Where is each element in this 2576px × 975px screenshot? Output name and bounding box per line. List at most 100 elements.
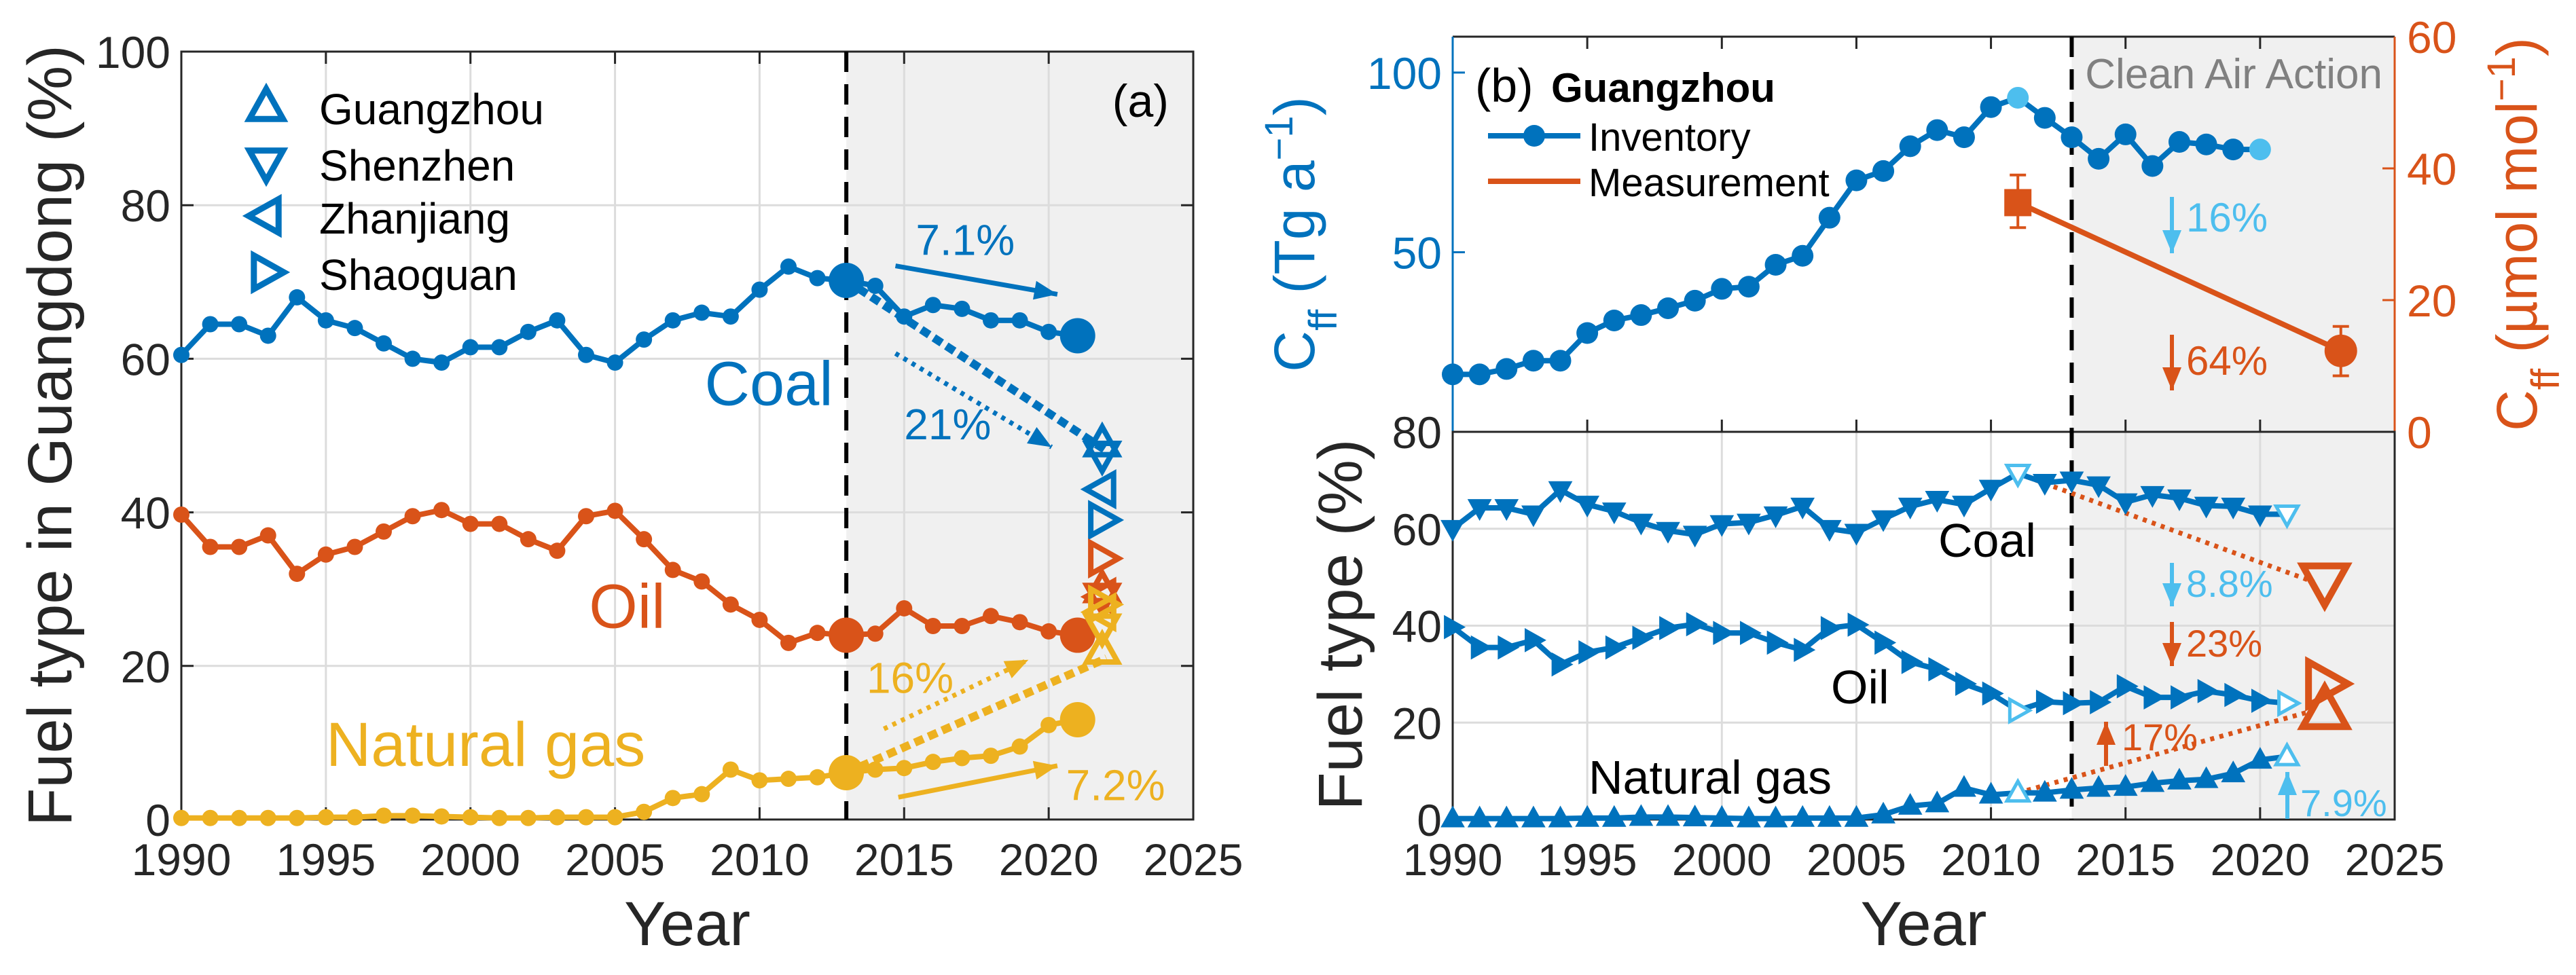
data-point-coal [376,335,392,352]
city-marker-shaoguan-coal [1088,500,1125,540]
fuel-marker-triangle-down [2032,474,2057,496]
data-point-oil [376,523,392,540]
fuel-marker-triangle-right [1551,652,1574,677]
data-point-oil [1059,617,1095,653]
x-tick-label: 1995 [1538,834,1637,885]
data-point-oil [751,611,768,628]
data-point-coal [289,289,306,306]
data-point-coal [259,327,276,344]
fuel-marker-triangle-up [1763,805,1788,828]
fuel-marker-triangle-down [1898,498,1923,519]
data-point-gas [404,807,421,824]
inventory-point [1495,358,1518,380]
y-axis-label-left: Cff (Tg a−1) [1257,96,1345,371]
fuel-marker-triangle-down [2140,485,2165,508]
inventory-point [2141,155,2164,177]
data-point-coal [809,270,826,287]
fuel-marker-triangle-up [1898,792,1923,815]
city-marker-shaoguan-oil [1088,538,1125,579]
gas-projection-line [844,654,1108,777]
panel-title: Guangzhou [1551,65,1775,111]
data-point-gas [346,809,363,826]
data-point-coal [924,297,941,314]
annotation-label: 64% [2186,338,2268,384]
measurement-point-circle [2324,334,2357,367]
fuel-marker-triangle-down [2086,476,2111,498]
inventory-point [1980,96,2002,118]
x-tick-label: 1990 [132,834,232,885]
fuel-marker-triangle-up [1871,801,1895,824]
fuel-marker-triangle-up [1494,805,1519,828]
data-point-gas [578,809,594,826]
data-point-gas [722,761,739,778]
fuel-marker-triangle-right [2277,689,2302,718]
y-axis-label-left-part: −1 [1257,115,1301,160]
panel-label: (a) [1112,75,1169,127]
data-point-coal [867,277,884,294]
data-point-gas [376,807,392,824]
inventory-point [1792,244,1814,267]
data-point-gas [549,809,566,826]
x-tick-label: 2020 [999,834,1099,885]
data-point-coal [636,331,653,348]
data-point-coal [231,316,248,333]
x-tick-label: 2005 [1807,834,1906,885]
data-point-oil [896,600,913,617]
fuel-marker-triangle-right [1470,635,1493,660]
data-point-gas [1040,716,1057,733]
data-point-gas [829,755,865,791]
panel-label: (b) [1475,59,1534,112]
natural-gas-label: Natural gas [1589,751,1832,804]
fuel-marker-triangle-up [1629,804,1654,826]
data-point-coal [954,300,970,317]
data-point-gas [751,772,768,789]
annotation-label: 7.2% [1066,761,1165,810]
legend-label: Shaoguan [319,251,518,299]
fuel-marker-triangle-up [1601,805,1627,827]
inventory-point [1657,297,1680,319]
data-point-gas [664,790,681,807]
data-point-gas [780,771,797,788]
data-point-coal [520,323,537,340]
fuel-marker-triangle-up [2221,760,2246,783]
fuel-marker-triangle-right [1605,635,1627,660]
data-point-coal [1059,318,1095,354]
fuel-marker-triangle-right [2035,689,2058,714]
data-point-gas [693,786,710,803]
inventory-point [1684,289,1706,312]
fuel-marker-triangle-down [1494,499,1519,521]
fuel-marker-triangle-up [2032,779,2057,802]
fuel-marker-triangle-up [1925,790,1950,813]
data-point-coal [173,346,189,363]
fuel-marker-triangle-down [2248,505,2272,528]
data-point-oil [491,515,508,532]
y-axis-label-left-part: (Tg a [1263,160,1326,310]
fuel-marker-triangle-down [1871,510,1895,532]
data-point-gas [231,809,248,826]
data-point-oil [954,617,970,634]
x-tick-label: 2000 [420,834,520,885]
inventory-point [2033,107,2056,129]
data-point-oil [722,596,739,613]
arrow-7-1 [894,263,1058,297]
fuel-marker-triangle-up [2003,777,2032,803]
measurement-marker-coal [2297,562,2353,612]
y-tick-label-left: 100 [1367,48,1442,98]
data-point-gas [520,809,537,826]
annotation-label: 23% [2186,622,2262,665]
y-axis-label-right-part: ff [2524,368,2568,390]
fuel-marker-triangle-right [1982,681,2004,706]
x-tick-label: 2010 [710,834,810,885]
fuel-marker-triangle-up [1467,805,1492,828]
arrow-7-1-head [1033,280,1057,300]
legend-label: Inventory [1589,115,1751,160]
fuel-marker-triangle-up [1737,805,1761,828]
y-tick-label-right: 0 [2407,407,2432,458]
data-point-oil [520,531,537,548]
fuel-marker-triangle-down [2113,493,2138,515]
change-arrow-head [2278,772,2297,795]
change-arrow-head [2097,722,2116,745]
data-point-oil [259,527,276,544]
